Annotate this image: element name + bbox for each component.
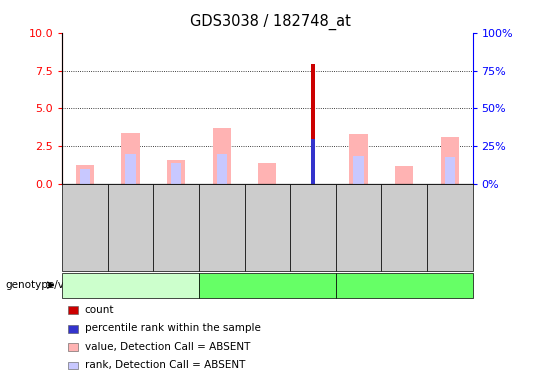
Text: GSM214730: GSM214730 bbox=[445, 200, 454, 255]
Bar bbox=[213, 128, 231, 184]
Bar bbox=[311, 65, 315, 184]
Text: GSM214733: GSM214733 bbox=[308, 200, 318, 255]
Text: GSM214729: GSM214729 bbox=[400, 200, 409, 255]
Bar bbox=[349, 134, 368, 184]
Text: value, Detection Call = ABSENT: value, Detection Call = ABSENT bbox=[85, 342, 250, 352]
Text: genotype/variation: genotype/variation bbox=[5, 280, 105, 290]
Bar bbox=[80, 169, 90, 184]
Text: eri-1 mutant: eri-1 mutant bbox=[232, 280, 302, 290]
Text: GSM214727: GSM214727 bbox=[172, 200, 180, 255]
Text: GSM214728: GSM214728 bbox=[354, 200, 363, 255]
Text: count: count bbox=[85, 305, 114, 315]
Text: GSM214725: GSM214725 bbox=[126, 200, 135, 255]
Bar bbox=[76, 165, 94, 184]
Text: GSM214732: GSM214732 bbox=[263, 200, 272, 255]
Bar bbox=[258, 163, 276, 184]
Bar bbox=[167, 160, 185, 184]
Bar bbox=[125, 154, 136, 184]
Bar bbox=[444, 157, 455, 184]
Text: GSM214731: GSM214731 bbox=[217, 200, 226, 255]
Bar bbox=[171, 163, 181, 184]
Bar bbox=[441, 137, 459, 184]
Text: wild type: wild type bbox=[105, 280, 156, 290]
Bar bbox=[122, 133, 140, 184]
Text: GDS3038 / 182748_at: GDS3038 / 182748_at bbox=[190, 13, 350, 30]
Bar bbox=[217, 154, 227, 184]
Text: rrf-3 mutant: rrf-3 mutant bbox=[370, 280, 438, 290]
Text: rank, Detection Call = ABSENT: rank, Detection Call = ABSENT bbox=[85, 360, 245, 370]
Text: percentile rank within the sample: percentile rank within the sample bbox=[85, 323, 261, 333]
Bar bbox=[354, 156, 363, 184]
Bar bbox=[311, 139, 314, 184]
Bar bbox=[395, 166, 413, 184]
Text: GSM214716: GSM214716 bbox=[80, 200, 90, 255]
